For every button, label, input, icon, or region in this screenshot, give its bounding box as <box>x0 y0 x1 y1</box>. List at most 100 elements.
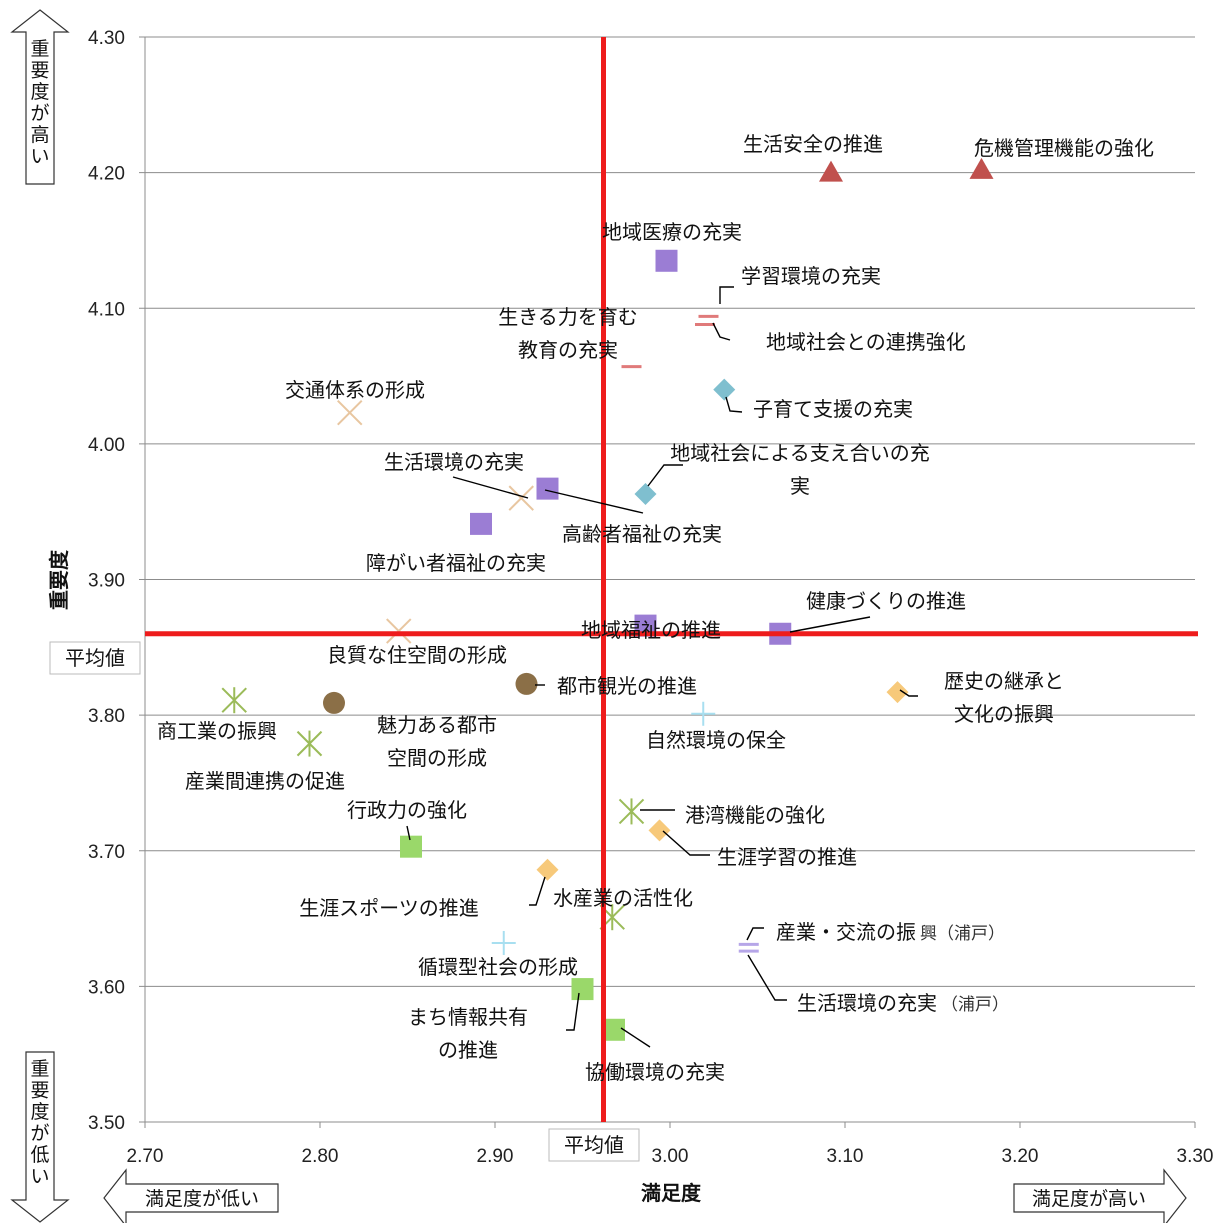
x-axis-title: 満足度 <box>641 1181 702 1205</box>
satisfaction-high-arrow: 満足度が高い <box>1013 1168 1187 1223</box>
data-point <box>508 485 534 511</box>
leader-line <box>544 489 644 514</box>
data-point <box>886 681 909 704</box>
average-label-x: 平均値 <box>548 1128 640 1162</box>
point-label: 文化の振興 <box>954 702 1054 726</box>
leader-line <box>566 992 580 1031</box>
point-label: 協働環境の充実 <box>585 1060 725 1084</box>
y-tick-label: 4.10 <box>88 299 125 320</box>
point-label: 子育て支援の充実 <box>753 397 913 421</box>
data-point <box>400 835 422 858</box>
data-point <box>491 930 516 955</box>
point-label: 生活環境の充実 <box>384 450 524 474</box>
data-point <box>536 477 559 500</box>
point-label: 生活安全の推進 <box>743 132 883 156</box>
average-label-y-text: 平均値 <box>65 646 125 670</box>
y-tick-label: 3.70 <box>88 842 125 863</box>
point-label: 地域医療の充実 <box>602 220 742 244</box>
axes: 3.50 3.60 3.70 3.80 3.90 4.00 4.10 4.20 4.30 2.70… <box>47 28 1213 1205</box>
data-point <box>691 701 716 726</box>
point-label: 高齢者福祉の充実 <box>562 522 722 546</box>
point-label: 循環型社会の形成 <box>418 955 578 979</box>
x-tick-label: 3.10 <box>827 1146 864 1167</box>
point-label: 良質な住空間の形成 <box>327 643 507 667</box>
point-label: 空間の形成 <box>387 746 487 770</box>
x-tick-label: 2.70 <box>127 1146 164 1167</box>
data-point <box>603 1018 625 1041</box>
point-label: まち情報共有 <box>408 1005 528 1029</box>
importance-low-arrow: 重要度が低い <box>10 1051 70 1223</box>
point-label: 障がい者福祉の充実 <box>366 551 546 575</box>
leader-line <box>725 396 743 413</box>
y-tick-label: 4.00 <box>88 435 125 456</box>
x-tick-label: 3.20 <box>1002 1146 1039 1167</box>
point-label: 交通体系の形成 <box>285 378 425 402</box>
y-tick-label: 3.50 <box>88 1113 125 1134</box>
leader-lines <box>406 286 918 1048</box>
leader-line <box>406 825 411 841</box>
leader-line <box>719 286 734 304</box>
x-tick-label: 3.30 <box>1177 1146 1214 1167</box>
point-label: 港湾機能の強化 <box>685 803 825 827</box>
y-axis-title: 重要度 <box>47 549 71 610</box>
x-tick-label: 2.80 <box>302 1146 339 1167</box>
y-tick-label: 4.20 <box>88 164 125 185</box>
point-label: 商工業の振興 <box>157 719 277 743</box>
data-point <box>386 618 412 644</box>
point-label: 都市観光の推進 <box>557 674 697 698</box>
point-label: 生活環境の充実 （浦戸） <box>797 991 1009 1015</box>
leader-line <box>620 1027 651 1048</box>
leader-line <box>647 464 683 487</box>
average-lines <box>145 37 1198 1122</box>
point-label: 魅力ある都市 <box>377 713 497 737</box>
data-point <box>634 614 657 637</box>
satisfaction-low-arrow-text: 満足度が低い <box>145 1188 259 1210</box>
y-tick-label: 3.60 <box>88 977 125 998</box>
point-label: 地域社会との連携強化 <box>766 330 966 354</box>
satisfaction-low-arrow: 満足度が低い <box>103 1168 279 1223</box>
data-point <box>323 691 345 714</box>
data-point <box>713 378 736 401</box>
leader-line <box>662 830 710 856</box>
point-label: 産業間連携の促進 <box>185 769 345 793</box>
data-point <box>571 978 594 1001</box>
data-point <box>536 858 559 881</box>
point-label: 自然環境の保全 <box>646 728 786 752</box>
average-label-x-text: 平均値 <box>564 1133 624 1157</box>
point-labels: 生活安全の推進 危機管理機能の強化地域医療の充実学習環境の充実地域社会との連携強化… <box>157 132 1154 1084</box>
point-label: 生涯学習の推進 <box>717 845 857 869</box>
data-point <box>969 157 994 179</box>
point-label: 地域福祉の推進 <box>581 618 721 642</box>
point-label: の推進 <box>438 1038 498 1062</box>
point-label: 地域社会による支え合いの充 <box>670 441 929 465</box>
point-label: 生涯スポーツの推進 <box>299 896 479 920</box>
data-point <box>221 687 247 714</box>
leader-line <box>747 954 787 1001</box>
grid-lines <box>145 36 1195 1123</box>
importance-high-arrow: 重要度が高い <box>10 9 70 185</box>
leader-line <box>899 689 918 697</box>
data-point <box>655 249 678 272</box>
data-point <box>470 512 492 535</box>
point-label: 実 <box>790 474 810 498</box>
point-label: 行政力の強化 <box>347 798 467 822</box>
y-tick-label: 3.80 <box>88 706 125 727</box>
leader-line <box>789 616 871 633</box>
leader-line <box>746 927 764 941</box>
point-label: 歴史の継承と <box>944 669 1064 693</box>
data-markers <box>221 157 994 1041</box>
point-label: 健康づくりの推進 <box>806 589 966 613</box>
leader-line <box>712 322 731 341</box>
average-label-y: 平均値 <box>49 641 141 675</box>
data-point <box>648 819 671 842</box>
importance-high-arrow-text: 重要度が高い <box>30 38 49 168</box>
y-tick-label: 3.90 <box>88 571 125 592</box>
data-point <box>515 672 538 695</box>
satisfaction-high-arrow-text: 満足度が高い <box>1032 1188 1146 1210</box>
data-point <box>337 399 363 426</box>
point-label: 産業・交流の振 興（浦戸） <box>776 920 1005 944</box>
point-label: 水産業の活性化 <box>553 886 693 910</box>
x-tick-label: 2.90 <box>477 1146 514 1167</box>
